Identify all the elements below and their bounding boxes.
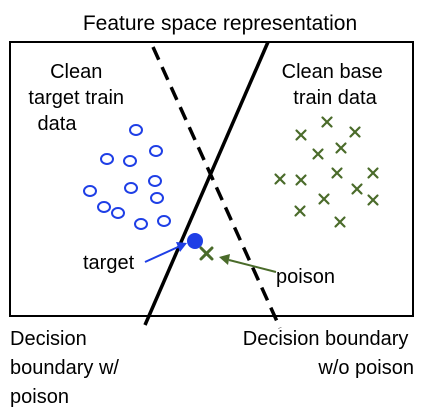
clean-target-label-line-3: data [38,113,78,135]
target-class-point [129,124,143,136]
clean-target-label: Clean target train data [28,61,129,135]
decision-boundary-with-poison-line [143,41,270,326]
base-class-point [274,173,286,185]
target-class-point [123,155,137,167]
base-class-point-stroke [318,193,330,205]
clean-target-label-line-1: Clean [50,61,102,83]
target-class-point [83,185,97,197]
base-class-point-stroke [335,142,347,154]
base-class-point-stroke [367,167,379,179]
base-class-point-stroke [321,116,333,128]
base-class-point-stroke [367,194,379,206]
poison-point [199,246,214,261]
base-class-point [335,142,347,154]
base-class-point-stroke [331,167,343,179]
target-class-point [124,182,138,194]
decision-boundary-without-poison-line [151,46,282,329]
base-class-point [318,193,330,205]
base-class-point [349,126,361,138]
base-class-point [334,216,346,228]
target-class-point [157,215,171,227]
base-class-points [274,116,379,228]
base-class-point-stroke [312,148,324,160]
diagram-title: Feature space representation [83,12,357,35]
clean-base-label: Clean base train data [282,61,389,109]
target-class-point [111,207,125,219]
poison-arrow-shaft [228,259,277,273]
base-class-point [367,167,379,179]
base-class-point [295,129,307,141]
target-class-point [149,145,163,157]
boundary-with-poison-line-1: Decision [10,328,87,350]
target-class-points [83,124,171,230]
target-class-point [97,201,111,213]
base-class-point-stroke [274,173,286,185]
poison-point-stroke [199,246,214,261]
base-class-point [295,174,307,186]
target-label: target [83,252,135,274]
base-class-point [312,148,324,160]
boundary-without-poison-line-1: Decision boundary [243,328,409,350]
boundary-with-poison-line-3: poison [10,386,69,408]
base-class-point-stroke [295,174,307,186]
boundary-without-poison-line-2: w/o poison [317,357,414,379]
boundary-without-poison-label: Decision boundary w/o poison [243,328,414,379]
boundary-with-poison-line-2: boundary w/ [10,357,119,379]
target-arrow-shaft [144,246,179,263]
poison-arrow-head [219,254,230,265]
boundary-with-poison-label: Decision boundary w/ poison [10,328,125,408]
clean-target-label-line-2: target train [28,87,124,109]
base-class-point [321,116,333,128]
base-class-point [367,194,379,206]
base-class-point-stroke [294,205,306,217]
target-class-point [148,175,162,187]
base-class-point-stroke [351,183,363,195]
base-class-point-stroke [349,126,361,138]
feature-space-frame [9,41,414,317]
clean-base-label-line-2: train data [293,87,377,109]
target-class-point [100,153,114,165]
base-class-point [351,183,363,195]
base-class-point [331,167,343,179]
target-class-point [134,218,148,230]
target-arrow-head [176,242,187,252]
poison-label: poison [276,266,335,288]
base-class-point-stroke [295,129,307,141]
clean-base-label-line-1: Clean base [282,61,383,83]
target-class-point [150,192,164,204]
target-point [187,233,203,249]
base-class-point [294,205,306,217]
base-class-point-stroke [334,216,346,228]
